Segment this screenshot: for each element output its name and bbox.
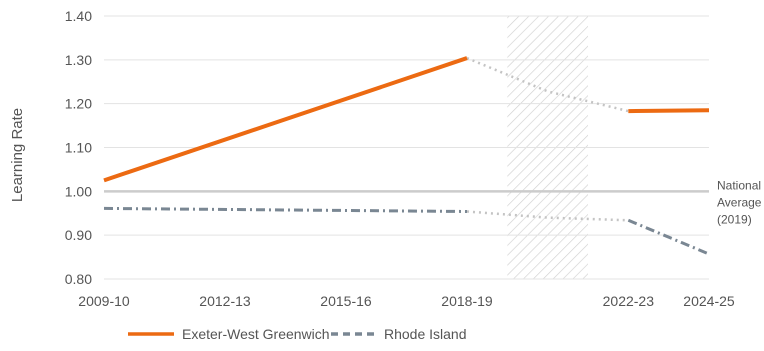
y-tick-label: 1.10 bbox=[65, 140, 92, 156]
reference-label-line: National bbox=[717, 178, 761, 192]
y-tick-label: 1.30 bbox=[65, 52, 92, 68]
gridlines bbox=[104, 15, 709, 280]
y-tick-label: 0.80 bbox=[65, 271, 92, 287]
y-tick-label: 1.20 bbox=[65, 96, 92, 112]
national-average-label: National Average (2019) bbox=[717, 178, 762, 226]
y-tick-label: 0.90 bbox=[65, 227, 92, 243]
series-layer bbox=[103, 56, 710, 256]
x-tick-label: 2015-16 bbox=[320, 293, 372, 309]
x-tick-label: 2024-25 bbox=[683, 293, 735, 309]
y-axis-ticks: 0.80 0.90 1.00 1.10 1.20 1.30 1.40 bbox=[65, 8, 92, 287]
x-tick-label: 2018-19 bbox=[441, 293, 493, 309]
series-rhode-island bbox=[103, 206, 710, 256]
x-tick-label: 2022-23 bbox=[603, 293, 655, 309]
y-axis-label: Learning Rate bbox=[9, 108, 26, 202]
series-exeter-west-greenwich bbox=[103, 56, 710, 183]
x-tick-label: 2012-13 bbox=[199, 293, 251, 309]
series-line-segment bbox=[628, 108, 710, 114]
x-axis-ticks: 2009-10 2012-13 2015-16 2018-19 2022-23 2024-… bbox=[78, 293, 735, 309]
reference-label-line: Average bbox=[717, 195, 762, 209]
reference-label-line: (2019) bbox=[717, 212, 752, 226]
y-tick-label: 1.00 bbox=[65, 183, 92, 199]
series-line-segment bbox=[627, 218, 710, 256]
legend: Exeter-West Greenwich Rhode Island bbox=[128, 326, 467, 342]
series-line-segment bbox=[103, 56, 468, 183]
y-tick-label: 1.40 bbox=[65, 8, 92, 24]
series-line-segment bbox=[103, 206, 468, 213]
legend-label-exeter-west-greenwich: Exeter-West Greenwich bbox=[182, 326, 330, 342]
x-tick-label: 2009-10 bbox=[78, 293, 130, 309]
legend-label-rhode-island: Rhode Island bbox=[384, 326, 467, 342]
